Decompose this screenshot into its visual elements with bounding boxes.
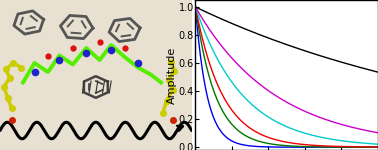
FancyBboxPatch shape — [0, 0, 192, 150]
Y-axis label: Amplitude: Amplitude — [167, 46, 177, 104]
